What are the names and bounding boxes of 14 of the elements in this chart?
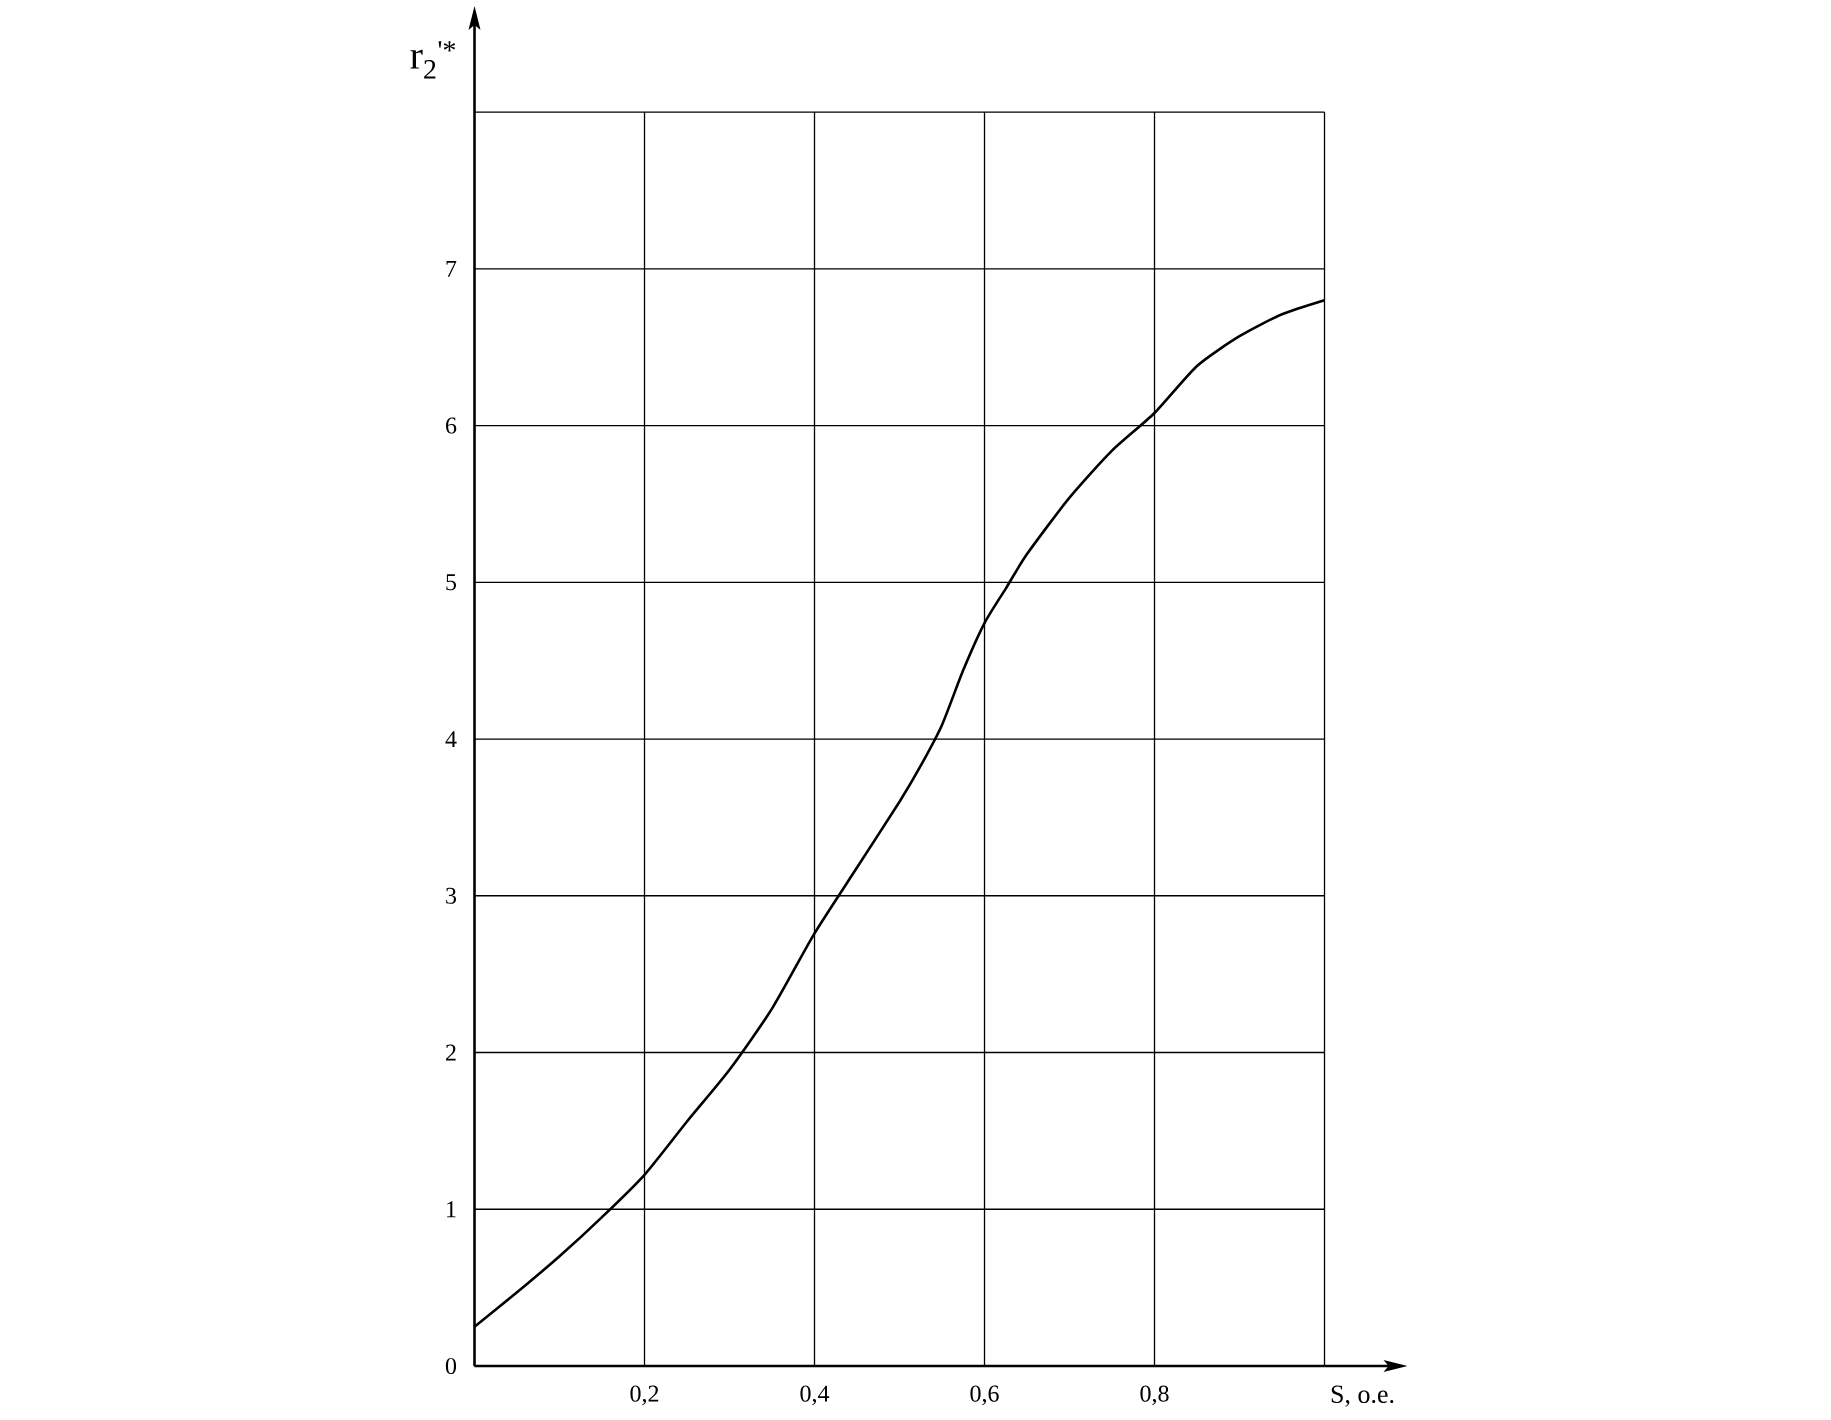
x-tick-label: 0,6 (970, 1385, 999, 1406)
x-tick-label: 0,4 (800, 1385, 830, 1406)
x-tick-label: 0,2 (630, 1385, 659, 1406)
y-tick-label: 3 (446, 887, 457, 904)
x-axis-title: S, о.е. (1331, 1385, 1394, 1407)
y-axis-title: r$_{2}$'* (410, 41, 456, 79)
y-tick-label: 7 (446, 260, 457, 277)
y-tick-label: 1 (447, 1201, 456, 1218)
y-tick-label: 5 (446, 574, 457, 591)
y-tick-label: 0 (445, 1357, 457, 1375)
y-tick-label: 2 (446, 1044, 456, 1061)
y-tick-label: 4 (445, 731, 457, 747)
y-tick-label: 6 (446, 417, 457, 434)
x-tick-label: 0,8 (1140, 1385, 1169, 1406)
